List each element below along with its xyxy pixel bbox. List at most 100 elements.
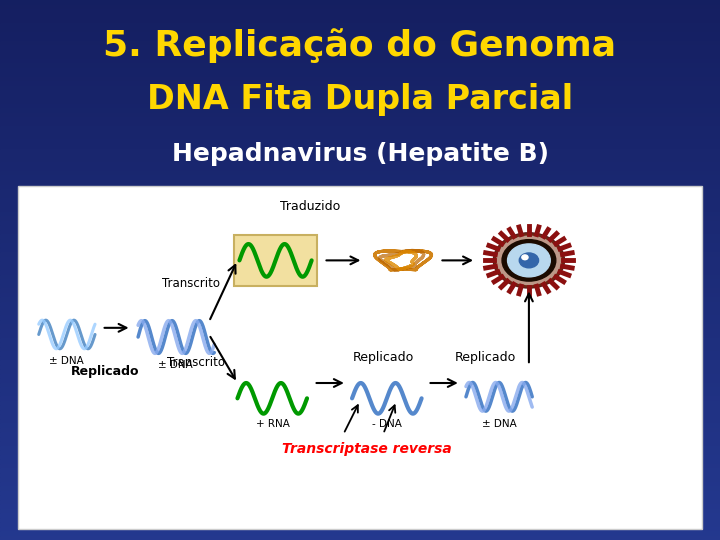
Text: DNA Fita Dupla Parcial: DNA Fita Dupla Parcial (147, 83, 573, 117)
FancyBboxPatch shape (18, 186, 702, 529)
Bar (0, 315, 720, 320)
Bar (0, 347, 720, 351)
Bar (0, 243, 720, 247)
Bar (0, 36, 720, 40)
Bar (0, 189, 720, 193)
Circle shape (502, 240, 556, 281)
Text: - DNA: - DNA (372, 419, 402, 429)
Text: Transcrito: Transcrito (162, 277, 220, 290)
Bar (0, 301, 720, 306)
Bar (0, 139, 720, 144)
Bar (0, 27, 720, 31)
Bar (0, 198, 720, 202)
Bar (0, 409, 720, 414)
Bar (0, 193, 720, 198)
Bar (0, 9, 720, 14)
Bar (0, 274, 720, 279)
Bar (0, 364, 720, 369)
Text: Traduzido: Traduzido (280, 200, 341, 213)
Bar (0, 68, 720, 72)
Bar (0, 0, 720, 4)
Bar (0, 374, 720, 378)
Bar (0, 252, 720, 256)
Text: Hepadnavirus (Hepatite B): Hepadnavirus (Hepatite B) (171, 142, 549, 166)
Bar (0, 490, 720, 495)
Bar (0, 162, 720, 166)
Bar (0, 58, 720, 63)
Bar (0, 54, 720, 58)
Bar (0, 4, 720, 9)
Bar (0, 320, 720, 324)
Bar (0, 50, 720, 54)
Bar (0, 378, 720, 382)
Bar (0, 396, 720, 401)
Bar (0, 23, 720, 27)
Bar (0, 338, 720, 342)
Bar (0, 333, 720, 338)
Bar (0, 81, 720, 85)
Bar (0, 117, 720, 122)
Bar (0, 180, 720, 185)
Bar (0, 207, 720, 212)
FancyBboxPatch shape (234, 235, 317, 286)
Bar (0, 387, 720, 392)
Text: + RNA: + RNA (256, 419, 289, 429)
Bar (0, 513, 720, 517)
Bar (0, 401, 720, 405)
Bar (0, 405, 720, 409)
Bar (0, 351, 720, 355)
Bar (0, 239, 720, 243)
Bar (0, 482, 720, 486)
Bar (0, 148, 720, 153)
Bar (0, 472, 720, 477)
Bar (0, 536, 720, 540)
Bar (0, 382, 720, 387)
Text: Replicado: Replicado (71, 365, 139, 378)
Text: Replicado: Replicado (455, 351, 516, 364)
Bar (0, 220, 720, 225)
Bar (0, 85, 720, 90)
Bar (0, 369, 720, 374)
Bar (0, 126, 720, 131)
Bar (0, 526, 720, 531)
Bar (0, 166, 720, 171)
Bar (0, 432, 720, 436)
Bar (0, 112, 720, 117)
Bar (0, 328, 720, 333)
Bar (0, 455, 720, 459)
Bar (0, 509, 720, 513)
Bar (0, 517, 720, 522)
Bar (0, 104, 720, 108)
Bar (0, 72, 720, 77)
Bar (0, 153, 720, 158)
Text: Replicado: Replicado (353, 351, 414, 364)
Bar (0, 428, 720, 432)
Bar (0, 504, 720, 509)
Bar (0, 216, 720, 220)
Bar (0, 486, 720, 490)
Bar (0, 40, 720, 45)
Bar (0, 441, 720, 445)
Bar (0, 171, 720, 176)
Bar (0, 288, 720, 293)
Bar (0, 18, 720, 23)
Bar (0, 270, 720, 274)
Bar (0, 266, 720, 270)
Bar (0, 230, 720, 234)
Bar (0, 247, 720, 252)
Bar (0, 293, 720, 297)
Bar (0, 176, 720, 180)
Bar (0, 463, 720, 468)
Bar (0, 261, 720, 266)
Bar (0, 63, 720, 68)
Bar (0, 450, 720, 455)
Bar (0, 234, 720, 239)
Bar (0, 31, 720, 36)
Bar (0, 202, 720, 207)
Circle shape (522, 255, 528, 260)
Bar (0, 423, 720, 428)
Bar (0, 77, 720, 81)
Text: ± DNA: ± DNA (49, 356, 84, 367)
Bar (0, 459, 720, 463)
Bar (0, 310, 720, 315)
